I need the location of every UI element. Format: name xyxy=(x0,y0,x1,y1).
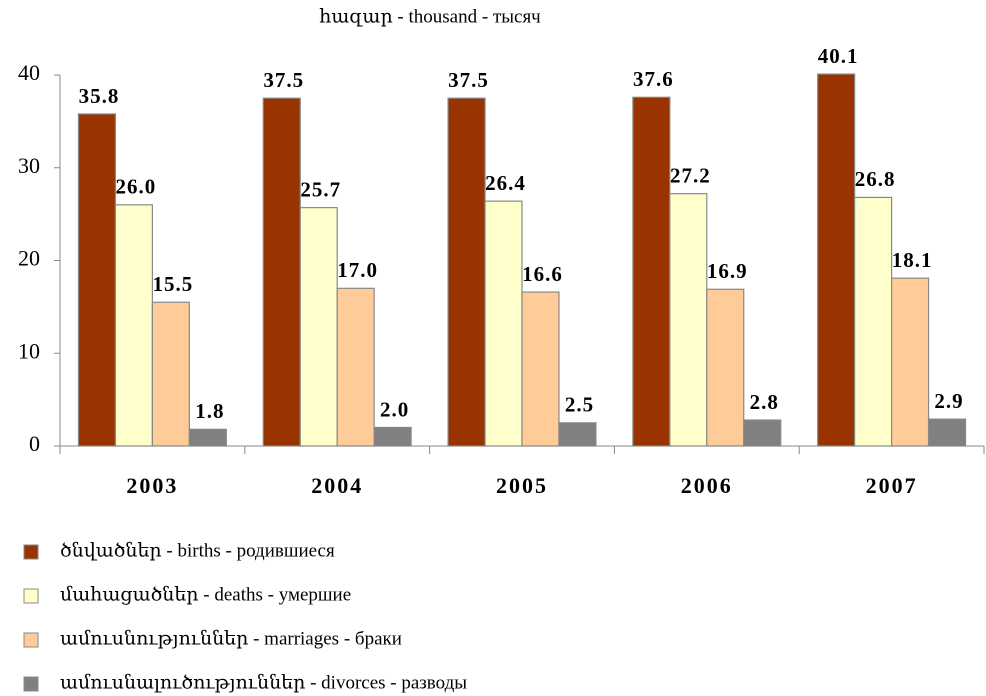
x-tick-label: 2006 xyxy=(681,473,733,498)
value-label: 2.5 xyxy=(565,393,594,417)
legend-swatch xyxy=(23,632,39,648)
legend-swatch xyxy=(23,588,39,604)
bar xyxy=(632,96,671,447)
x-tick-label: 2005 xyxy=(496,473,548,498)
value-label: 25.7 xyxy=(300,177,341,201)
value-label: 16.9 xyxy=(707,259,748,283)
value-label: 40.1 xyxy=(818,44,859,68)
x-tick-label: 2007 xyxy=(866,473,918,498)
value-label: 2.8 xyxy=(750,390,779,414)
value-label: 26.8 xyxy=(855,167,896,191)
bar xyxy=(558,422,597,447)
value-label: 35.8 xyxy=(79,84,120,108)
bar xyxy=(373,426,412,447)
value-label: 27.2 xyxy=(670,164,711,188)
bar xyxy=(336,287,375,447)
value-label: 37.6 xyxy=(633,67,674,91)
value-label: 2.9 xyxy=(934,389,963,413)
y-tick-label: 20 xyxy=(18,246,40,271)
legend-label: ամուսնալուծություններ - divorces - разво… xyxy=(60,672,467,693)
x-tick-label: 2004 xyxy=(311,473,363,498)
value-label: 37.5 xyxy=(263,68,304,92)
bar xyxy=(706,288,745,447)
value-label: 1.8 xyxy=(195,399,224,423)
y-tick-label: 10 xyxy=(18,338,40,363)
bar xyxy=(669,193,708,447)
bar xyxy=(447,97,486,447)
value-label: 16.6 xyxy=(522,262,563,286)
bar xyxy=(521,291,560,447)
value-label: 2.0 xyxy=(380,397,409,421)
x-tick-label: 2003 xyxy=(126,473,178,498)
y-tick-label: 0 xyxy=(29,431,40,456)
bar xyxy=(817,73,856,447)
legend-label: մահացածներ - deaths - умершие xyxy=(60,584,351,605)
y-tick-label: 40 xyxy=(18,60,40,85)
bar xyxy=(854,196,893,447)
bar xyxy=(151,301,190,447)
bar xyxy=(743,419,782,447)
value-label: 18.1 xyxy=(892,248,933,272)
bar xyxy=(188,428,227,447)
legend-label: ամուսնություններ - marriages - браки xyxy=(60,628,402,649)
value-label: 26.0 xyxy=(116,175,157,199)
bar xyxy=(77,113,117,447)
value-label: 15.5 xyxy=(153,272,194,296)
legend-swatch xyxy=(23,676,39,692)
bar xyxy=(484,200,523,447)
y-tick-label: 30 xyxy=(18,153,40,178)
bar xyxy=(927,418,967,447)
bar xyxy=(890,277,930,447)
value-label: 26.4 xyxy=(485,171,526,195)
bar xyxy=(262,97,301,447)
bar xyxy=(299,207,338,447)
value-label: 37.5 xyxy=(448,68,489,92)
bar xyxy=(114,204,154,447)
value-label: 17.0 xyxy=(337,258,378,282)
legend-swatch xyxy=(23,544,39,560)
chart-title: հազար - thousand - тысяч xyxy=(319,6,541,27)
legend-label: ծնվածներ - births - родившиеся xyxy=(60,540,335,561)
